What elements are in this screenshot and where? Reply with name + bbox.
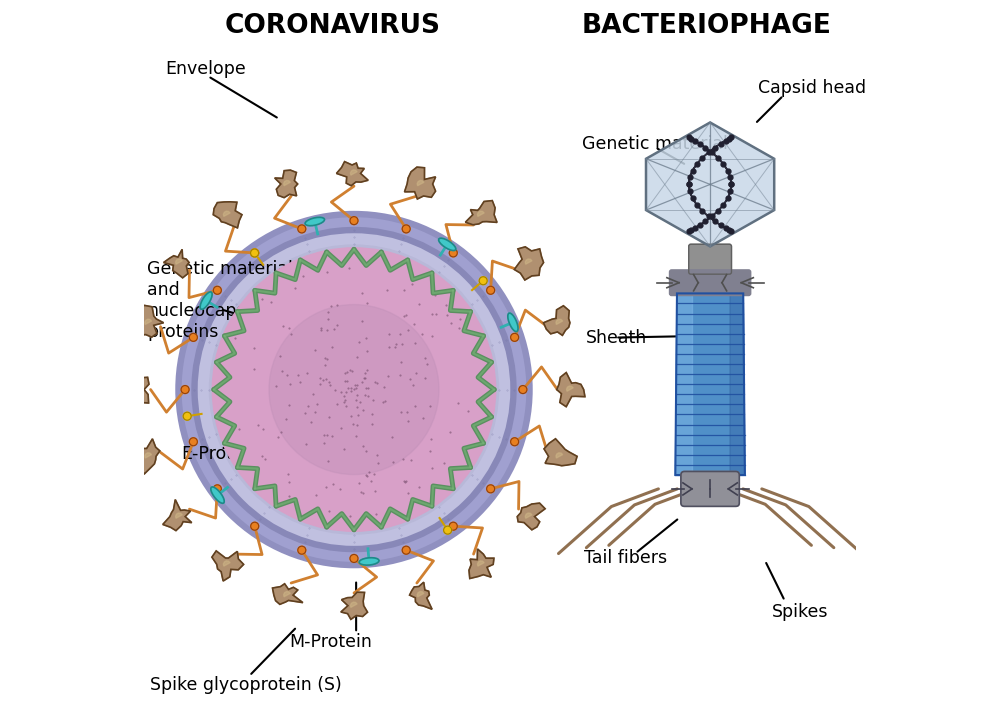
Polygon shape — [359, 558, 379, 565]
Circle shape — [487, 485, 495, 493]
Polygon shape — [544, 306, 570, 335]
Circle shape — [181, 385, 189, 393]
Circle shape — [449, 249, 457, 257]
Circle shape — [350, 217, 358, 225]
Polygon shape — [525, 259, 532, 265]
Circle shape — [519, 385, 527, 393]
Text: E-Protein: E-Protein — [181, 445, 260, 463]
Polygon shape — [556, 453, 563, 458]
FancyBboxPatch shape — [670, 270, 751, 295]
Circle shape — [511, 333, 519, 341]
Text: M-Protein: M-Protein — [289, 633, 372, 651]
Circle shape — [189, 333, 197, 341]
Polygon shape — [138, 439, 160, 474]
Text: Spike glycoprotein (S): Spike glycoprotein (S) — [150, 676, 341, 694]
Polygon shape — [213, 202, 242, 228]
Circle shape — [213, 286, 221, 295]
Text: Spikes: Spikes — [772, 603, 829, 621]
Polygon shape — [272, 583, 303, 604]
Circle shape — [181, 217, 527, 562]
Text: BACTERIOPHAGE: BACTERIOPHAGE — [582, 14, 831, 39]
Polygon shape — [477, 211, 484, 217]
Polygon shape — [557, 373, 585, 407]
Polygon shape — [508, 313, 518, 332]
Polygon shape — [517, 503, 545, 530]
Polygon shape — [200, 292, 212, 310]
Polygon shape — [134, 386, 141, 391]
Polygon shape — [164, 250, 189, 278]
Circle shape — [402, 546, 410, 554]
Polygon shape — [544, 439, 577, 465]
Polygon shape — [514, 247, 544, 280]
Circle shape — [479, 277, 487, 285]
Circle shape — [487, 286, 495, 295]
Text: Sheath: Sheath — [585, 329, 647, 347]
Polygon shape — [410, 582, 432, 609]
Circle shape — [298, 546, 306, 554]
Text: Tail fibers: Tail fibers — [584, 549, 667, 567]
FancyBboxPatch shape — [689, 245, 731, 274]
Polygon shape — [137, 305, 164, 337]
Polygon shape — [730, 293, 745, 475]
Circle shape — [269, 305, 439, 475]
Polygon shape — [223, 561, 230, 566]
Polygon shape — [477, 561, 484, 566]
Polygon shape — [145, 453, 152, 458]
Polygon shape — [223, 211, 230, 217]
Polygon shape — [305, 217, 325, 226]
Polygon shape — [163, 500, 192, 531]
Circle shape — [511, 438, 519, 445]
Polygon shape — [675, 293, 745, 475]
Circle shape — [212, 248, 496, 531]
Polygon shape — [405, 167, 436, 199]
Polygon shape — [176, 513, 182, 518]
Polygon shape — [145, 319, 152, 325]
Circle shape — [350, 554, 358, 563]
Polygon shape — [556, 319, 563, 325]
Polygon shape — [350, 170, 357, 175]
Polygon shape — [212, 551, 244, 581]
Text: Capsid head: Capsid head — [758, 79, 866, 97]
FancyBboxPatch shape — [681, 471, 739, 506]
Circle shape — [402, 225, 410, 233]
Circle shape — [444, 526, 452, 534]
Text: Genetic material
and
nucleocapsid
proteins: Genetic material and nucleocapsid protei… — [147, 260, 293, 341]
Circle shape — [189, 438, 197, 445]
Polygon shape — [275, 170, 298, 197]
Circle shape — [298, 225, 306, 233]
Polygon shape — [417, 591, 424, 597]
Polygon shape — [567, 386, 573, 391]
Polygon shape — [284, 591, 290, 597]
Polygon shape — [336, 162, 368, 186]
Circle shape — [251, 249, 259, 257]
Text: Genetic material: Genetic material — [582, 135, 728, 153]
Circle shape — [251, 249, 259, 257]
Text: Envelope: Envelope — [165, 60, 246, 78]
Circle shape — [449, 522, 457, 531]
Polygon shape — [675, 293, 692, 475]
Polygon shape — [350, 602, 357, 608]
Polygon shape — [341, 592, 368, 619]
Polygon shape — [439, 238, 456, 250]
Circle shape — [183, 413, 191, 420]
Polygon shape — [417, 180, 424, 186]
Polygon shape — [176, 259, 182, 265]
Circle shape — [213, 485, 221, 493]
Circle shape — [251, 522, 259, 531]
Polygon shape — [646, 122, 774, 247]
Polygon shape — [211, 487, 224, 503]
Polygon shape — [465, 201, 497, 225]
Polygon shape — [123, 378, 149, 406]
Text: CORONAVIRUS: CORONAVIRUS — [225, 14, 441, 39]
Polygon shape — [284, 180, 290, 186]
Polygon shape — [525, 513, 532, 518]
Polygon shape — [469, 549, 494, 578]
